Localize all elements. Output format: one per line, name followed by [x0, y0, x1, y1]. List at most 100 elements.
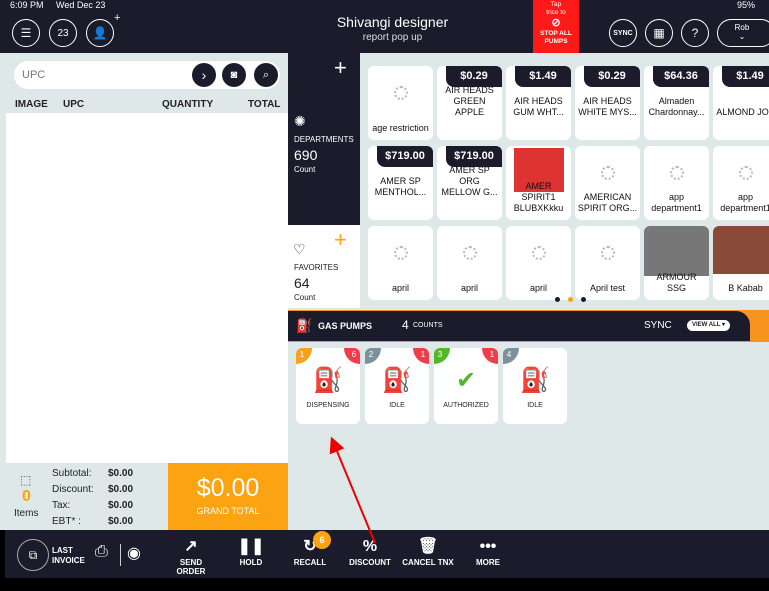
product-name: april: [529, 283, 547, 293]
departments-count-label: Count: [294, 165, 316, 174]
stop-label: Tap: [550, 1, 562, 8]
help-button[interactable]: ?: [681, 19, 709, 47]
favorites-tab[interactable]: + ♡ FAVORITES 64 Count: [288, 225, 360, 308]
product-tile[interactable]: april: [437, 226, 502, 300]
departments-tab[interactable]: + ✺ DEPARTMENTS 690 Count: [288, 53, 360, 225]
menu-icon[interactable]: ☰: [12, 19, 40, 47]
recall-label: RECALL: [293, 558, 327, 567]
product-tile[interactable]: AMER SPIRIT1 BLUBXKkku: [506, 146, 571, 220]
page-dot[interactable]: [581, 297, 586, 302]
product-tile[interactable]: B Kabab: [713, 226, 769, 300]
pump-number: 2: [365, 348, 381, 364]
pump-number: 1: [296, 348, 312, 364]
product-name: AIR HEADS GUM WHT...: [513, 96, 564, 117]
chevron-right-icon[interactable]: ›: [192, 63, 216, 87]
product-tile[interactable]: app department1: [644, 146, 709, 220]
product-name: AMERICAN SPIRIT ORG...: [577, 192, 638, 213]
gas-pumps-count-label: COUNTS: [413, 322, 443, 329]
product-tile[interactable]: app department1: [713, 146, 769, 220]
product-name: AMER SP ORG MELLOW G...: [441, 165, 498, 197]
loading-icon: [670, 166, 684, 180]
product-tile[interactable]: age restriction: [368, 66, 433, 140]
product-name: app department1: [720, 192, 769, 213]
pump-card[interactable]: 2 1 ⛽ IDLE: [365, 348, 429, 424]
product-price: $1.49: [722, 66, 769, 87]
pump-status: IDLE: [527, 402, 543, 409]
items-count: 0: [22, 488, 31, 505]
product-name: April test: [589, 283, 625, 293]
user-menu[interactable]: Rob ⌄: [717, 19, 769, 47]
product-image: [644, 226, 709, 276]
pump-card[interactable]: 1 6 ⛽ DISPENSING: [296, 348, 360, 424]
pump-card[interactable]: 3 1 ✔ AUTHORIZED: [434, 348, 498, 424]
column-header-quantity: QUANTITY: [162, 99, 214, 110]
discount-button[interactable]: % DISCOUNT: [345, 536, 395, 567]
product-tile[interactable]: $719.00 AMER SP ORG MELLOW G...: [437, 146, 502, 220]
cancel-transaction-button[interactable]: 🗑 CANCEL TNX: [401, 536, 455, 567]
product-tile[interactable]: April test: [575, 226, 640, 300]
product-tile[interactable]: $719.00 AMER SP MENTHOL...: [368, 146, 433, 220]
keypad-icon[interactable]: ▦: [645, 19, 673, 47]
gas-sync-button[interactable]: SYNC: [644, 320, 672, 331]
send-order-button[interactable]: ↗ SEND ORDER: [165, 536, 217, 576]
page-dot[interactable]: [555, 297, 560, 302]
trash-icon: 🗑: [417, 538, 439, 555]
pump-badge: 6: [344, 348, 360, 364]
add-favorite-icon[interactable]: +: [334, 227, 347, 252]
user-name: Rob: [734, 23, 750, 32]
product-tile[interactable]: $0.29 AIR HEADS GREEN APPLE: [437, 66, 502, 140]
discount-label: DISCOUNT: [349, 558, 391, 567]
stop-label: STOP ALL: [540, 30, 572, 37]
product-name: AMER SPIRIT1 BLUBXKkku: [513, 181, 564, 213]
user-add-icon[interactable]: 👤: [86, 19, 114, 47]
product-price: $1.49: [515, 66, 571, 87]
view-all-dropdown[interactable]: VIEW ALL ▾: [687, 320, 731, 331]
product-tile[interactable]: april: [368, 226, 433, 300]
upc-input[interactable]: [22, 65, 182, 85]
pump-status: AUTHORIZED: [443, 402, 489, 409]
more-button[interactable]: ••• MORE: [470, 536, 506, 567]
loading-icon: [601, 246, 615, 260]
calendar-icon[interactable]: 23: [49, 19, 77, 47]
fuel-pump-icon: ⛽: [382, 367, 412, 394]
camera-icon[interactable]: ◙: [222, 63, 246, 87]
external-link-icon: ↗: [184, 538, 198, 555]
pause-icon: ❚❚: [237, 538, 265, 555]
fuel-pump-icon: ⛽: [520, 367, 550, 394]
product-name: april: [391, 283, 409, 293]
product-tile[interactable]: $1.49 ALMOND JOY: [713, 66, 769, 140]
product-name: B Kabab: [728, 283, 763, 293]
printer-icon[interactable]: ⎙: [95, 543, 108, 560]
stop-label: trice to: [546, 9, 566, 16]
hold-button[interactable]: ❚❚ HOLD: [231, 536, 271, 567]
page-dot-active[interactable]: [568, 297, 573, 302]
product-tile[interactable]: $1.49 AIR HEADS GUM WHT...: [506, 66, 571, 140]
product-tile[interactable]: ARMOUR SSG: [644, 226, 709, 300]
last-invoice-icon[interactable]: ⧉: [17, 539, 49, 571]
product-name: AMER SP MENTHOL...: [374, 176, 427, 197]
product-name: app department1: [651, 192, 702, 213]
product-name: april: [460, 283, 478, 293]
add-department-icon[interactable]: +: [334, 55, 347, 80]
sync-button[interactable]: SYNC: [609, 19, 637, 47]
stop-label: PUMPS: [544, 38, 568, 45]
summary-value: $0.00: [108, 468, 134, 479]
last-invoice-label: LAST: [52, 546, 73, 555]
summary-label: Tax:: [52, 500, 71, 511]
product-tile[interactable]: $0.29 AIR HEADS WHITE MYS...: [575, 66, 640, 140]
stop-all-pumps-button[interactable]: Tap trice to ⊘ STOP ALL PUMPS: [533, 0, 579, 53]
last-invoice-button[interactable]: LAST INVOICE: [52, 546, 85, 566]
page-title: Shivangi designer: [336, 14, 449, 30]
departments-count: 690: [294, 147, 318, 163]
loading-icon: [394, 246, 408, 260]
eye-icon[interactable]: ◉: [127, 545, 141, 562]
product-tile[interactable]: $64.36 Almaden Chardonnay...: [644, 66, 709, 140]
product-tile[interactable]: AMERICAN SPIRIT ORG...: [575, 146, 640, 220]
chevron-down-icon: ⌄: [738, 32, 746, 41]
search-icon[interactable]: ⌕: [254, 63, 278, 87]
favorites-count: 64: [294, 275, 310, 291]
pump-card[interactable]: 4 ⛽ IDLE: [503, 348, 567, 424]
product-image: [514, 148, 564, 192]
pump-status: IDLE: [389, 402, 405, 409]
product-tile[interactable]: april: [506, 226, 571, 300]
